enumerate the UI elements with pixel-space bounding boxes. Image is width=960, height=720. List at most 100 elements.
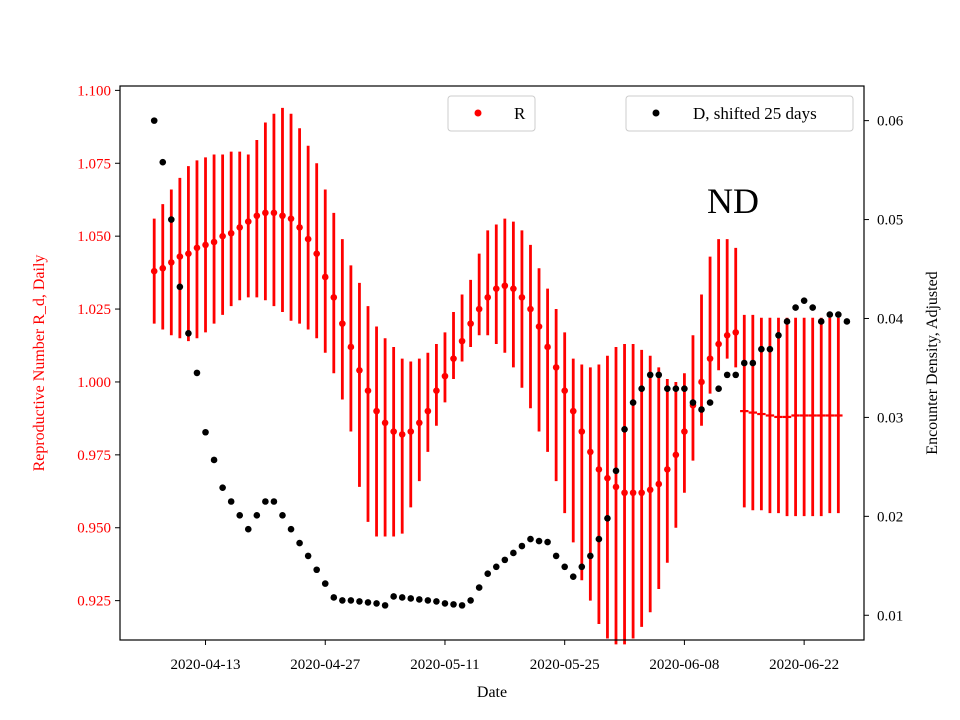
d-point (587, 552, 594, 560)
d-point (646, 371, 654, 379)
r-point (587, 448, 594, 456)
d-point (296, 539, 303, 547)
d-point (569, 573, 577, 580)
r-point (373, 407, 380, 415)
r-point (364, 387, 372, 395)
r-point (595, 466, 603, 473)
d-point (766, 345, 774, 353)
d-point (621, 425, 628, 433)
left-tick-label: 0.950 (77, 521, 111, 537)
legend-d: D, shifted 25 days (625, 95, 854, 132)
r-point (441, 372, 449, 380)
d-point (783, 318, 791, 325)
d-point (467, 597, 474, 604)
right-tick-label: 0.05 (877, 213, 903, 229)
r-point (681, 428, 688, 435)
d-point (740, 359, 748, 367)
d-point (655, 371, 663, 379)
d-point (390, 593, 397, 600)
d-point (578, 563, 586, 571)
x-tick-label: 2020-06-08 (649, 657, 719, 673)
r-point (629, 489, 637, 497)
d-point (347, 597, 355, 604)
left-tick-label: 0.925 (77, 594, 111, 610)
plot-background (120, 86, 864, 640)
d-point (698, 406, 705, 413)
r-point (227, 229, 235, 237)
r-point (262, 209, 269, 217)
d-point (253, 512, 261, 519)
d-point (219, 484, 226, 491)
d-point (501, 556, 509, 564)
d-point (424, 597, 432, 604)
r-point (535, 323, 543, 330)
r-point (458, 337, 466, 345)
x-axis-ticks: 2020-04-13 2020-04-27 2020-05-11 2020-05-25… (171, 640, 839, 673)
d-point (356, 598, 363, 605)
d-point (330, 594, 338, 601)
r-point (398, 431, 406, 438)
d-point (681, 385, 688, 393)
x-tick-label: 2020-05-25 (530, 657, 600, 673)
right-axis-ticks: 0.01 0.02 0.03 0.04 0.05 0.06 (864, 114, 904, 624)
r-point (698, 378, 705, 386)
r-point (433, 387, 440, 395)
r-point (492, 285, 500, 292)
d-point (244, 525, 252, 533)
r-point (244, 218, 252, 225)
r-point (715, 340, 722, 348)
r-point (193, 244, 201, 252)
r-point (561, 387, 568, 395)
r-point (356, 366, 363, 374)
d-point (450, 601, 457, 608)
d-point (262, 498, 269, 505)
r-point (467, 320, 474, 327)
d-point (304, 552, 312, 560)
d-point (595, 535, 603, 543)
r-point (484, 294, 492, 301)
d-point (484, 570, 492, 578)
d-point (527, 535, 534, 543)
d-point (749, 359, 757, 367)
d-point (826, 311, 834, 318)
r-point (664, 466, 671, 473)
r-point (236, 224, 244, 231)
right-tick-label: 0.06 (877, 114, 904, 130)
d-point (168, 216, 175, 223)
d-point (672, 385, 680, 393)
d-point (843, 318, 851, 325)
r-point (604, 474, 611, 482)
r-point (390, 428, 397, 435)
d-point (270, 498, 278, 505)
r-point (518, 294, 526, 301)
legend-r: R (447, 95, 536, 132)
r-point (159, 264, 167, 272)
d-point (561, 563, 568, 571)
r-point (321, 273, 329, 281)
d-point (552, 552, 560, 560)
left-tick-label: 1.050 (77, 229, 111, 245)
d-point (706, 399, 714, 406)
x-tick-label: 2020-05-11 (410, 657, 479, 673)
d-point (638, 385, 645, 393)
r-point (210, 238, 218, 246)
r-point (279, 212, 286, 220)
r-point (176, 253, 184, 260)
r-point (330, 294, 338, 301)
legend-r-marker (474, 109, 482, 117)
right-tick-label: 0.04 (877, 311, 904, 327)
d-point (236, 512, 244, 519)
r-point (527, 305, 534, 313)
d-point (373, 600, 380, 607)
d-points-layer (150, 117, 851, 609)
d-point (279, 512, 286, 519)
d-point (535, 537, 543, 545)
legend-d-box (625, 95, 854, 132)
d-point (629, 399, 637, 406)
legend-d-label: D, shifted 25 days (693, 104, 817, 123)
x-tick-label: 2020-04-27 (290, 657, 360, 673)
left-tick-label: 1.025 (77, 302, 111, 318)
right-tick-label: 0.02 (877, 509, 903, 525)
r-point (407, 428, 415, 435)
d-point (475, 584, 483, 591)
